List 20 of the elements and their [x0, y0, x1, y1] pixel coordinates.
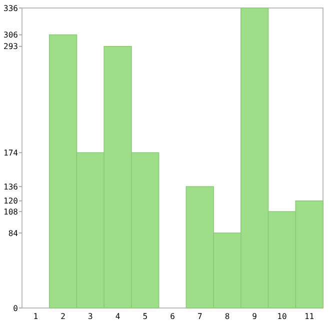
- x-tick-label: 1: [33, 312, 38, 321]
- x-tick-label: 8: [224, 312, 230, 321]
- x-tick-label: 5: [142, 312, 148, 321]
- y-tick-label: 174: [4, 148, 18, 158]
- x-tick-label: 4: [115, 312, 120, 321]
- y-tick-label: 336: [4, 4, 18, 13]
- y-tick-label: 0: [13, 304, 18, 313]
- y-tick-label: 120: [4, 196, 18, 206]
- y-tick-label: 84: [8, 228, 18, 238]
- x-tick-label: 7: [197, 312, 202, 321]
- x-tick-label: 9: [252, 312, 258, 321]
- x-tick-label: 11: [304, 312, 314, 321]
- x-tick-label: 6: [170, 312, 176, 321]
- y-tick-label: 136: [4, 182, 18, 192]
- y-tick-label: 293: [4, 42, 18, 52]
- y-tick-label: 306: [4, 30, 18, 40]
- x-tick-label: 3: [88, 312, 93, 321]
- x-tick-label: 10: [277, 312, 287, 321]
- y-tick-label: 108: [4, 207, 18, 216]
- x-tick-label: 2: [60, 312, 66, 321]
